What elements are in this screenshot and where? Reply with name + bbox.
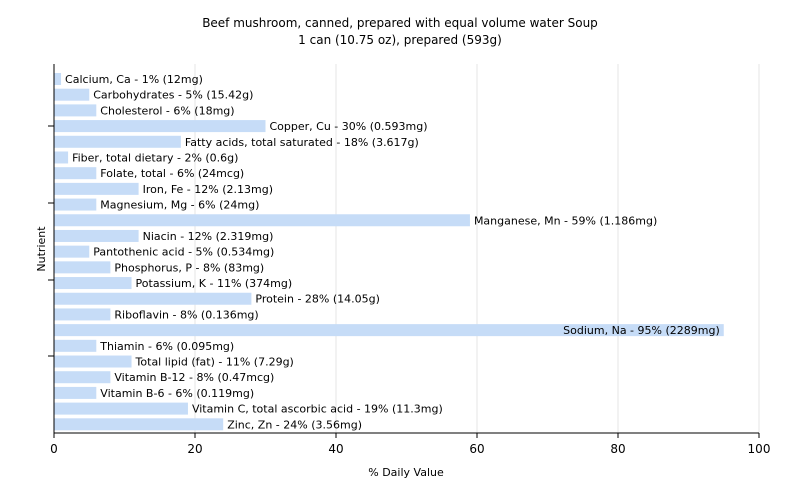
bar-label: Magnesium, Mg - 6% (24mg) (100, 199, 259, 212)
bar (54, 245, 90, 258)
bar (54, 229, 139, 242)
y-axis-label: Nutrient (35, 226, 48, 272)
bar-label: Pantothenic acid - 5% (0.534mg) (93, 246, 274, 259)
bar (54, 214, 470, 227)
bar-label: Total lipid (fat) - 11% (7.29g) (135, 356, 294, 369)
bar-label: Sodium, Na - 95% (2289mg) (563, 324, 720, 337)
bars: Calcium, Ca - 1% (12mg) Carbohydrates - 5… (54, 73, 724, 431)
x-tick-label: 0 (50, 442, 58, 456)
x-tick-label: 100 (748, 442, 771, 456)
bar (54, 261, 111, 274)
bar (54, 292, 252, 305)
bar-label: Potassium, K - 11% (374mg) (136, 277, 293, 290)
x-ticks: 0 20 40 60 80 100 (50, 433, 770, 456)
bar (54, 355, 132, 368)
x-tick-label: 60 (469, 442, 484, 456)
x-tick-label: 80 (610, 442, 625, 456)
x-tick-label: 40 (328, 442, 343, 456)
bar (54, 120, 266, 133)
bar-label: Vitamin C, total ascorbic acid - 19% (11… (192, 403, 443, 416)
bar-label: Riboflavin - 8% (0.136mg) (114, 308, 258, 321)
bar (54, 104, 97, 117)
bar (54, 418, 224, 431)
bar-label: Iron, Fe - 12% (2.13mg) (143, 183, 273, 196)
bar-label: Zinc, Zn - 24% (3.56mg) (227, 418, 362, 431)
bar (54, 324, 724, 337)
x-axis-label: % Daily Value (368, 466, 444, 479)
bar (54, 277, 132, 290)
bar (54, 386, 97, 399)
bar (54, 182, 139, 195)
axes (48, 64, 759, 434)
bar (54, 135, 181, 148)
bar-label: Thiamin - 6% (0.095mg) (99, 340, 234, 353)
bar-label: Vitamin B-12 - 8% (0.47mcg) (114, 371, 274, 384)
chart-subtitle: 1 can (10.75 oz), prepared (593g) (298, 33, 502, 47)
bar-label: Carbohydrates - 5% (15.42g) (93, 89, 253, 102)
bar-label: Vitamin B-6 - 6% (0.119mg) (100, 387, 254, 400)
bar-label: Fiber, total dietary - 2% (0.6g) (72, 151, 238, 164)
grid-lines (194, 64, 760, 433)
bar-label: Fatty acids, total saturated - 18% (3.61… (185, 136, 419, 149)
bar (54, 371, 111, 384)
bar-label: Copper, Cu - 30% (0.593mg) (270, 120, 428, 133)
bar-label: Phosphorus, P - 8% (83mg) (114, 261, 264, 274)
bar (54, 167, 97, 180)
bar (54, 339, 97, 352)
bar (54, 73, 62, 85)
bar-label: Protein - 28% (14.05g) (255, 293, 380, 306)
bar-label: Folate, total - 6% (24mcg) (100, 167, 244, 180)
x-tick-label: 20 (187, 442, 202, 456)
bar-label: Manganese, Mn - 59% (1.186mg) (474, 214, 657, 227)
bar (54, 198, 97, 211)
bar (54, 88, 90, 101)
bar (54, 308, 111, 321)
bar (54, 151, 69, 164)
chart-title: Beef mushroom, canned, prepared with equ… (202, 16, 598, 30)
bar-label: Calcium, Ca - 1% (12mg) (65, 73, 203, 86)
bar-label: Cholesterol - 6% (18mg) (100, 104, 234, 117)
bar-label: Niacin - 12% (2.319mg) (143, 230, 274, 243)
bar (54, 402, 188, 415)
